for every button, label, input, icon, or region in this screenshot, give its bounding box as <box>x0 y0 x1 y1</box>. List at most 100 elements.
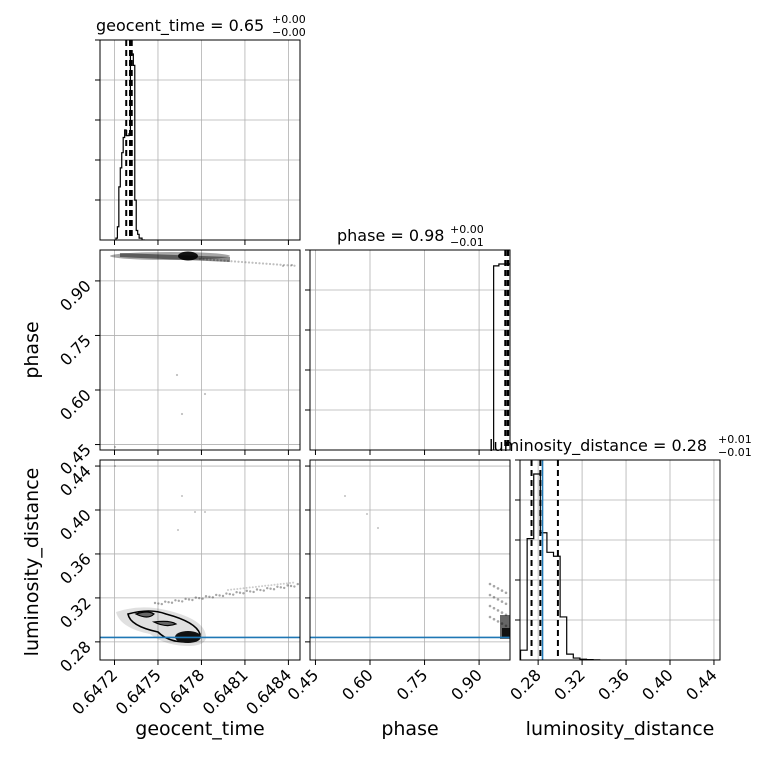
y-tick-label-luminosity_distance: 0.40 <box>56 505 95 544</box>
sample-point <box>177 529 179 531</box>
sample-point <box>296 582 299 586</box>
sample-point <box>240 260 244 264</box>
sample-core <box>500 615 510 639</box>
sample-point <box>233 260 237 263</box>
sample-point <box>276 585 279 588</box>
sample-core <box>178 251 198 261</box>
title-phase-plus: +0.00 <box>450 223 484 236</box>
x-tick-label-geocent_time: 0.6472 <box>68 665 121 718</box>
sample-point <box>366 513 368 515</box>
title-phase: phase = 0.98 <box>337 226 444 245</box>
y-tick-label-phase: 0.60 <box>56 385 95 424</box>
sample-point <box>492 584 496 588</box>
panel-geocent_time-vs-geocent_time <box>95 39 301 245</box>
sample-point <box>198 257 202 261</box>
x-tick-label-luminosity_distance: 0.36 <box>594 665 633 704</box>
y-tick-label-luminosity_distance: 0.32 <box>56 593 95 632</box>
sample-point <box>377 527 379 529</box>
sample-point <box>204 511 206 513</box>
panel-luminosity_distance-vs-luminosity_distance <box>515 459 721 665</box>
sample-point <box>245 589 248 593</box>
sample-point <box>286 584 289 587</box>
samples-luminosity_distance-vs-geocent_time <box>114 465 305 646</box>
sample-point <box>254 261 258 265</box>
sample-point <box>500 600 504 603</box>
sample-point <box>184 597 187 601</box>
sample-point <box>181 600 184 603</box>
sample-point <box>205 258 209 261</box>
sample-point <box>279 586 282 589</box>
sample-point <box>272 588 276 591</box>
panel-luminosity_distance-vs-phase <box>305 459 511 665</box>
sample-point <box>267 584 270 587</box>
sample-point <box>236 587 239 590</box>
sample-point <box>244 261 247 264</box>
panels-group <box>95 39 721 665</box>
x-tick-label-luminosity_distance: 0.40 <box>638 665 677 704</box>
panel-frame <box>309 249 511 451</box>
sample-point <box>202 258 205 261</box>
y-tick-label-luminosity_distance: 0.28 <box>56 637 95 676</box>
sample-point <box>230 588 233 591</box>
sample-point <box>282 582 285 585</box>
sample-point <box>255 588 259 591</box>
x-tick-label-geocent_time: 0.6481 <box>199 665 252 718</box>
contour-inner <box>134 611 178 627</box>
sample-point <box>230 260 233 263</box>
title-luminosity-distance-minus: −0.01 <box>718 446 752 459</box>
panel-phase-vs-phase <box>305 249 511 455</box>
sample-point <box>289 584 293 588</box>
sample-point <box>264 584 267 587</box>
sample-point <box>488 582 492 586</box>
panel-frame <box>99 39 301 241</box>
sample-point <box>303 584 305 586</box>
sample-point <box>270 584 273 587</box>
sample-point <box>216 259 219 262</box>
sample-point <box>238 591 242 594</box>
sample-point <box>488 615 492 619</box>
sample-point <box>164 600 167 603</box>
sample-point <box>279 263 282 266</box>
sample-point <box>286 264 289 267</box>
samples-luminosity_distance-vs-phase <box>344 495 510 639</box>
sample-point <box>281 264 285 268</box>
sample-point <box>283 586 286 590</box>
x-tick-label-phase: 0.75 <box>393 665 432 704</box>
sample-point <box>261 262 265 265</box>
sample-point <box>223 259 226 262</box>
sample-point <box>276 583 279 586</box>
x-label-luminosity-distance: luminosity_distance <box>526 718 715 740</box>
sample-point <box>221 594 225 598</box>
sample-point <box>157 602 160 605</box>
sample-core <box>502 628 510 638</box>
sample-point <box>269 587 272 590</box>
sample-point <box>261 585 264 588</box>
sample-point <box>500 611 504 614</box>
panel-frame <box>99 249 301 451</box>
sample-point <box>204 595 208 598</box>
sample-point <box>180 412 184 416</box>
sample-point <box>282 263 286 267</box>
sample-point <box>268 262 272 266</box>
sample-point <box>228 592 231 596</box>
sample-point <box>248 586 251 589</box>
x-tick-label-geocent_time: 0.6478 <box>155 665 208 718</box>
y-label-luminosity-distance: luminosity_distance <box>21 468 43 657</box>
sample-point <box>488 593 492 597</box>
sample-point <box>177 599 180 603</box>
sample-point <box>293 585 296 588</box>
sample-point <box>272 263 275 266</box>
sample-point <box>203 392 207 396</box>
sample-point <box>262 589 265 592</box>
sample-point <box>194 511 196 513</box>
sample-point <box>113 445 117 449</box>
sample-point <box>488 604 492 608</box>
x-tick-label-phase: 0.60 <box>338 665 377 704</box>
panel-luminosity_distance-vs-geocent_time <box>95 459 305 665</box>
sample-point <box>114 465 116 467</box>
sample-point <box>235 591 238 594</box>
sample-point <box>160 602 163 606</box>
sample-point <box>167 601 170 604</box>
sample-point <box>209 258 212 261</box>
sample-point <box>218 594 221 597</box>
